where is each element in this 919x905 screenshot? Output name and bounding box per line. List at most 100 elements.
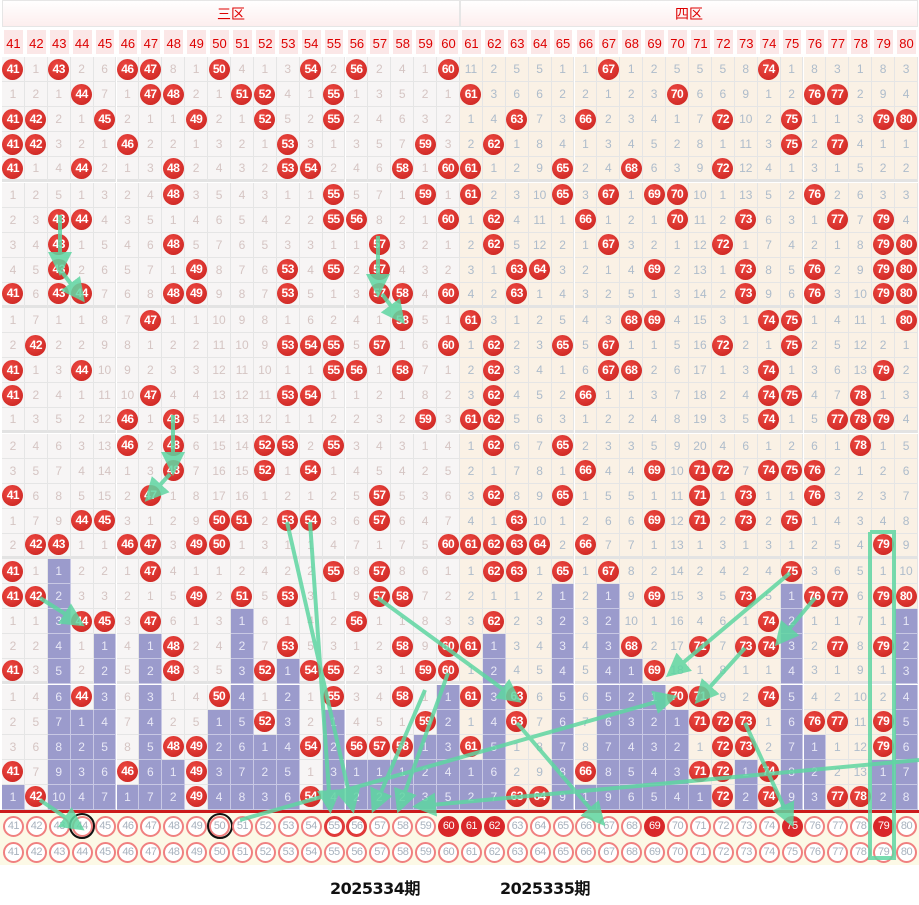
select-number-62[interactable]: 62 (483, 841, 505, 863)
select-number-78[interactable]: 78 (850, 815, 872, 837)
select-number-52[interactable]: 52 (254, 815, 276, 837)
select-number-77[interactable]: 77 (827, 841, 849, 863)
select-number-67[interactable]: 67 (598, 841, 620, 863)
select-number-76[interactable]: 76 (804, 815, 826, 837)
select-number-65[interactable]: 65 (552, 841, 574, 863)
select-number-60[interactable]: 60 (438, 815, 460, 837)
hit-ball: 52 (254, 83, 276, 105)
select-number-73[interactable]: 73 (735, 841, 757, 863)
select-number-78[interactable]: 78 (850, 841, 872, 863)
select-number-53[interactable]: 53 (277, 815, 299, 837)
select-number-79[interactable]: 79 (873, 815, 895, 837)
select-number-80[interactable]: 80 (896, 815, 918, 837)
select-number-49[interactable]: 49 (186, 841, 208, 863)
select-number-65[interactable]: 65 (552, 815, 574, 837)
select-number-76[interactable]: 76 (804, 841, 826, 863)
omission-bar-cell: 6 (276, 784, 300, 810)
omission-cell: 2 (482, 182, 506, 208)
select-number-57[interactable]: 57 (369, 841, 391, 863)
hit-cell: 58 (391, 684, 415, 710)
select-number-57[interactable]: 57 (369, 815, 391, 837)
select-number-53[interactable]: 53 (277, 841, 299, 863)
select-number-47[interactable]: 47 (140, 841, 162, 863)
select-number-48[interactable]: 48 (163, 841, 185, 863)
select-number-69[interactable]: 69 (644, 841, 666, 863)
select-number-62[interactable]: 62 (483, 815, 505, 837)
select-number-72[interactable]: 72 (712, 841, 734, 863)
hit-ball: 79 (872, 635, 894, 657)
select-number-66[interactable]: 66 (575, 815, 597, 837)
select-number-46[interactable]: 46 (117, 841, 139, 863)
select-number-46[interactable]: 46 (117, 815, 139, 837)
select-number-51[interactable]: 51 (231, 841, 253, 863)
hit-cell: 75 (780, 132, 804, 158)
select-number-73[interactable]: 73 (735, 815, 757, 837)
hit-cell: 69 (643, 659, 667, 685)
select-number-45[interactable]: 45 (94, 815, 116, 837)
select-number-64[interactable]: 64 (529, 841, 551, 863)
select-number-75[interactable]: 75 (781, 841, 803, 863)
select-number-41[interactable]: 41 (2, 815, 24, 837)
select-number-74[interactable]: 74 (758, 815, 780, 837)
select-number-71[interactable]: 71 (689, 841, 711, 863)
select-number-75[interactable]: 75 (781, 815, 803, 837)
omission-cell: 9 (116, 358, 140, 384)
omission-cell: 11 (231, 358, 254, 384)
select-number-60[interactable]: 60 (438, 841, 460, 863)
select-number-50[interactable]: 50 (209, 841, 231, 863)
select-number-42[interactable]: 42 (25, 815, 47, 837)
select-number-58[interactable]: 58 (392, 841, 414, 863)
select-number-80[interactable]: 80 (896, 841, 918, 863)
select-number-70[interactable]: 70 (667, 815, 689, 837)
omission-bar-cell: 1 (574, 784, 598, 810)
select-number-71[interactable]: 71 (689, 815, 711, 837)
select-number-49[interactable]: 49 (186, 815, 208, 837)
select-number-59[interactable]: 59 (415, 815, 437, 837)
column-header-75: 75 (780, 28, 804, 56)
select-number-47[interactable]: 47 (140, 815, 162, 837)
hit-cell: 74 (757, 458, 781, 484)
select-number-67[interactable]: 67 (598, 815, 620, 837)
select-number-66[interactable]: 66 (575, 841, 597, 863)
select-number-45[interactable]: 45 (94, 841, 116, 863)
hit-cell: 61 (460, 533, 483, 559)
hit-ball: 60 (437, 58, 459, 80)
hit-ball: 48 (162, 283, 184, 305)
select-number-59[interactable]: 59 (415, 841, 437, 863)
select-number-64[interactable]: 64 (529, 815, 551, 837)
select-number-56[interactable]: 56 (346, 841, 368, 863)
select-number-79[interactable]: 79 (873, 841, 895, 863)
select-number-72[interactable]: 72 (712, 815, 734, 837)
hit-cell: 44 (70, 508, 94, 534)
select-number-61[interactable]: 61 (460, 841, 482, 863)
select-number-52[interactable]: 52 (254, 841, 276, 863)
select-number-43[interactable]: 43 (48, 841, 70, 863)
select-number-68[interactable]: 68 (621, 815, 643, 837)
select-number-54[interactable]: 54 (300, 841, 322, 863)
omission-cell: 4 (482, 107, 506, 133)
select-number-48[interactable]: 48 (163, 815, 185, 837)
hit-ball: 74 (758, 58, 780, 80)
select-number-54[interactable]: 54 (300, 815, 322, 837)
hit-cell: 49 (185, 584, 209, 610)
select-number-63[interactable]: 63 (506, 815, 528, 837)
select-number-68[interactable]: 68 (621, 841, 643, 863)
select-number-56[interactable]: 56 (346, 815, 368, 837)
select-number-61[interactable]: 61 (460, 815, 482, 837)
select-number-55[interactable]: 55 (323, 841, 345, 863)
hit-ball: 51 (231, 585, 253, 607)
omission-bar-cell: 4 (551, 659, 575, 685)
select-number-58[interactable]: 58 (392, 815, 414, 837)
select-number-55[interactable]: 55 (323, 815, 345, 837)
select-number-63[interactable]: 63 (506, 841, 528, 863)
select-number-41[interactable]: 41 (2, 841, 24, 863)
select-number-69[interactable]: 69 (644, 815, 666, 837)
select-number-74[interactable]: 74 (758, 841, 780, 863)
select-number-70[interactable]: 70 (667, 841, 689, 863)
omission-cell: 1 (437, 559, 460, 585)
select-number-43[interactable]: 43 (48, 815, 70, 837)
select-number-42[interactable]: 42 (25, 841, 47, 863)
select-number-51[interactable]: 51 (231, 815, 253, 837)
select-number-44[interactable]: 44 (71, 841, 93, 863)
select-number-77[interactable]: 77 (827, 815, 849, 837)
